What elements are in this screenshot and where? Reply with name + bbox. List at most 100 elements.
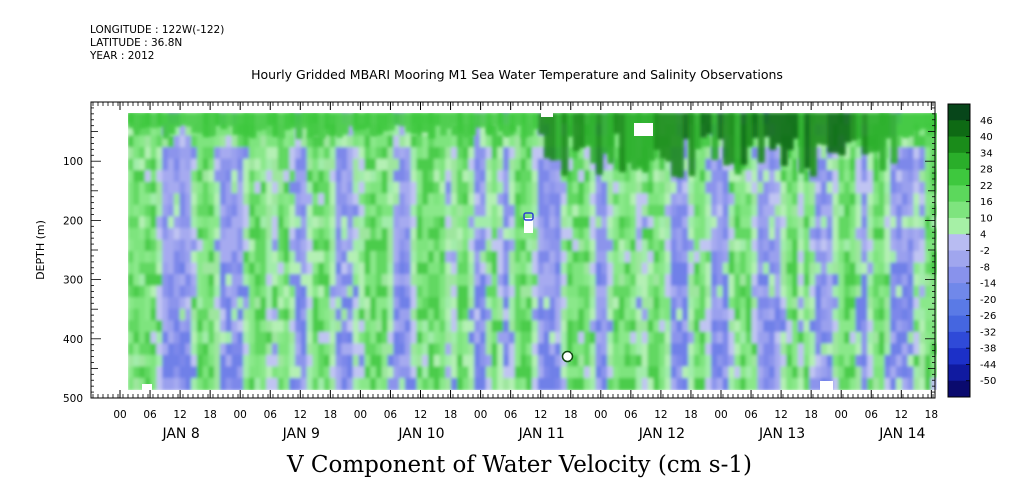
heatmap-cell: [584, 343, 591, 357]
heatmap-cell: [179, 135, 187, 149]
heatmap-cell: [277, 147, 285, 160]
heatmap-cell: [826, 354, 834, 368]
heatmap-cell: [468, 227, 476, 241]
surface-cell: [249, 113, 257, 139]
heatmap-cell: [572, 251, 580, 264]
missing-patch: [142, 384, 152, 390]
heatmap-cell: [128, 354, 135, 368]
heatmap-cell: [792, 308, 800, 322]
heatmap-cell: [618, 251, 626, 264]
heatmap-cell: [347, 320, 355, 333]
heatmap-cell: [722, 354, 730, 368]
heatmap-cell: [560, 366, 568, 380]
heatmap-cell: [433, 170, 441, 183]
heatmap-cell: [578, 354, 586, 368]
heatmap-cell: [537, 158, 545, 172]
heatmap-cell: [919, 377, 927, 390]
heatmap-cell: [456, 343, 464, 357]
heatmap-cell: [584, 262, 591, 276]
heatmap-cell: [243, 216, 251, 230]
surface-cell: [486, 113, 494, 134]
heatmap-cell: [532, 216, 539, 230]
heatmap-cell: [641, 366, 649, 380]
heatmap-cell: [884, 308, 892, 322]
heatmap-cell: [526, 204, 534, 218]
heatmap-cell: [826, 297, 834, 310]
heatmap-cell: [179, 320, 187, 333]
heatmap-cell: [705, 135, 713, 149]
heatmap-cell: [439, 216, 447, 230]
heatmap-cell: [422, 274, 430, 287]
heatmap-cell: [266, 181, 274, 195]
y-tick-label: 500: [63, 393, 83, 405]
heatmap-cell: [774, 343, 782, 357]
heatmap-cell: [329, 377, 337, 390]
heatmap-cell: [375, 239, 383, 253]
heatmap-cell: [820, 227, 828, 241]
heatmap-cell: [636, 320, 643, 333]
heatmap-cell: [133, 285, 141, 299]
heatmap-cell: [815, 343, 823, 357]
x-tick-label: 12: [654, 409, 667, 421]
heatmap-cell: [872, 297, 880, 310]
heatmap-cell: [462, 343, 470, 357]
heatmap-cell: [370, 297, 378, 310]
heatmap-cell: [826, 181, 834, 195]
heatmap-cell: [751, 274, 759, 287]
heatmap-cell: [433, 124, 441, 137]
heatmap-cell: [139, 216, 147, 230]
heatmap-cell: [630, 285, 638, 299]
heatmap-cell: [537, 262, 545, 276]
heatmap-cell: [323, 158, 331, 172]
heatmap-cell: [474, 135, 482, 149]
heatmap-cell: [526, 274, 534, 287]
heatmap-cell: [439, 193, 447, 207]
heatmap-cell: [543, 216, 551, 230]
heatmap-cell: [653, 216, 661, 230]
heatmap-cell: [693, 274, 701, 287]
heatmap-cell: [745, 216, 753, 230]
heatmap-cell: [312, 354, 320, 368]
heatmap-cell: [375, 343, 383, 357]
heatmap-cell: [907, 147, 915, 160]
heatmap-cell: [884, 170, 892, 183]
heatmap-cell: [815, 366, 823, 380]
heatmap-cell: [653, 193, 661, 207]
heatmap-cell: [716, 331, 724, 345]
heatmap-cell: [451, 239, 459, 253]
heatmap-cell: [757, 262, 765, 276]
heatmap-cell: [768, 366, 776, 380]
heatmap-cell: [491, 147, 499, 160]
heatmap-cell: [474, 320, 482, 333]
heatmap-cell: [422, 135, 430, 149]
heatmap-cell: [214, 366, 222, 380]
heatmap-cell: [768, 239, 776, 253]
heatmap-cell: [699, 297, 707, 310]
heatmap-cell: [647, 274, 655, 287]
heatmap-cell: [624, 285, 632, 299]
heatmap-cell: [780, 227, 788, 241]
heatmap-cell: [711, 227, 719, 241]
heatmap-cell: [601, 170, 609, 183]
heatmap-cell: [803, 366, 811, 380]
heatmap-cell: [162, 308, 170, 322]
heatmap-cell: [214, 239, 222, 253]
heatmap-cell: [266, 354, 274, 368]
heatmap-cell: [584, 170, 591, 183]
heatmap-cell: [699, 158, 707, 172]
heatmap-cell: [289, 193, 297, 207]
heatmap-cell: [612, 239, 620, 253]
heatmap-cell: [589, 227, 597, 241]
heatmap-cell: [624, 377, 632, 390]
heatmap-cell: [208, 377, 216, 390]
heatmap-cell: [266, 227, 274, 241]
heatmap-cell: [745, 193, 753, 207]
heatmap-cell: [878, 251, 886, 264]
heatmap-cell: [358, 158, 366, 172]
heatmap-cell: [191, 343, 199, 357]
heatmap-cell: [456, 331, 464, 345]
heatmap-cell: [560, 193, 568, 207]
heatmap-cell: [468, 147, 476, 160]
heatmap-cell: [179, 124, 187, 137]
heatmap-cell: [306, 308, 314, 322]
